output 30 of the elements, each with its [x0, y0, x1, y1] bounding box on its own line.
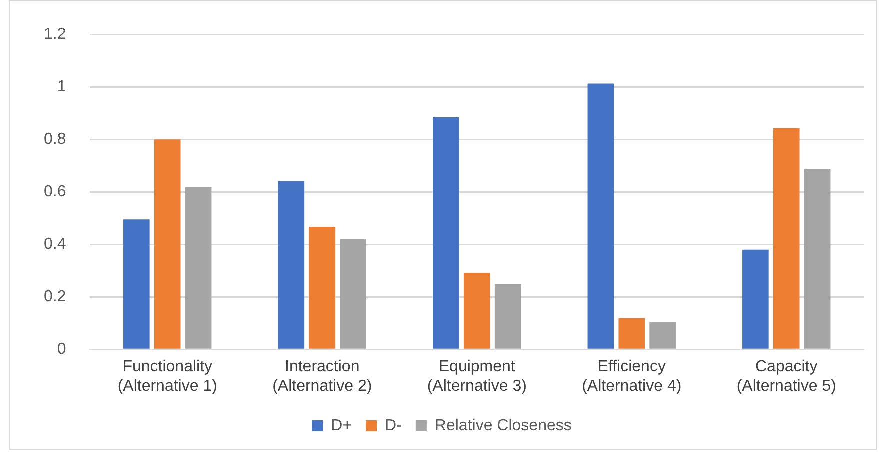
x-tick-label: Equipment (Alternative 3) [427, 358, 527, 395]
bar [124, 220, 150, 349]
legend-label: D+ [331, 417, 352, 434]
bar [742, 250, 769, 349]
y-tick-label: 0 [57, 341, 66, 358]
x-tick-label: Interaction (Alternative 2) [272, 358, 372, 395]
bar [618, 318, 646, 349]
y-tick-label: 0.4 [44, 236, 66, 254]
y-tick-label: 1.2 [44, 26, 66, 44]
x-tick-label: Capacity (Alternative 5) [736, 358, 836, 395]
bar [804, 169, 831, 349]
bar [433, 118, 460, 349]
y-tick-label: 1 [57, 78, 66, 96]
legend-label: D- [385, 417, 402, 434]
bar [309, 227, 336, 349]
y-tick-label: 0.6 [44, 184, 66, 201]
x-tick-label: Functionality (Alternative 1) [118, 358, 218, 395]
bar [464, 272, 490, 349]
bar [650, 322, 676, 349]
bar [154, 140, 181, 349]
x-tick-label: Efficiency (Alternative 4) [582, 358, 682, 395]
legend-label: Relative Closeness [434, 417, 572, 434]
bar [340, 239, 366, 349]
bar [588, 84, 614, 349]
bar [773, 128, 800, 349]
y-tick-label: 0.8 [44, 131, 66, 148]
y-tick-label: 0.2 [44, 288, 66, 306]
bar [494, 284, 522, 349]
bar [278, 181, 305, 349]
bar [185, 187, 212, 349]
